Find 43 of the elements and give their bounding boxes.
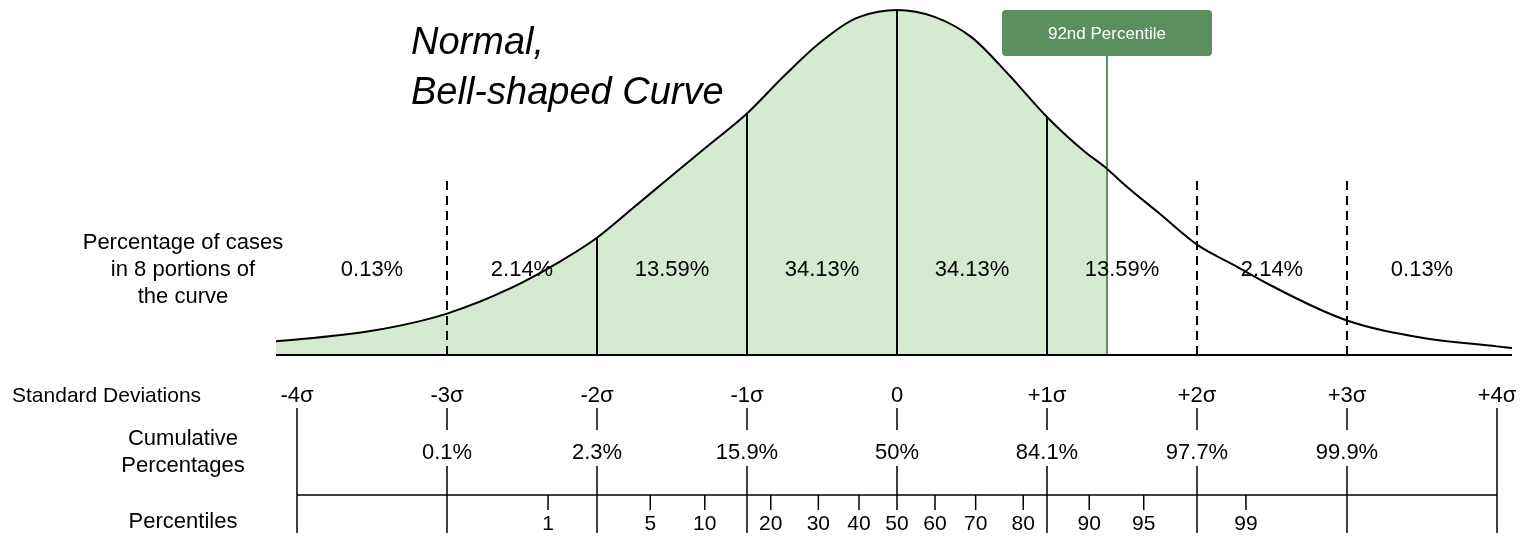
text: 60 (923, 510, 947, 534)
annotation: 0.13% (340, 255, 404, 281)
text: Percentiles (128, 507, 238, 533)
annotation: 34.13% (934, 255, 1010, 281)
x-tick-label: +3σ (1327, 381, 1367, 407)
x-tick-label: -3σ (430, 381, 464, 407)
annotation: 84.1% (1015, 438, 1079, 464)
text: 40 (847, 510, 871, 534)
x-tick-label: +4σ (1477, 381, 1517, 407)
x-tick-label: -2σ (580, 381, 614, 407)
annotation: 0.13% (1390, 255, 1454, 281)
annotation: 13.59% (634, 255, 710, 281)
x-tick-label: -4σ (280, 381, 314, 407)
text: 99 (1234, 510, 1258, 534)
text: 50 (885, 510, 909, 534)
annotation: 99.9% (1315, 438, 1379, 464)
text: 30 (806, 510, 831, 534)
x-tick-label: +2σ (1177, 381, 1217, 407)
annotation: 2.14% (1240, 255, 1304, 281)
text: 95 (1132, 510, 1156, 534)
text: 5 (644, 510, 657, 534)
annotation: 97.7% (1165, 438, 1229, 464)
x-tick-label: -1σ (730, 381, 764, 407)
annotation: 15.9% (715, 438, 779, 464)
text: 90 (1077, 510, 1101, 534)
text: 20 (759, 510, 783, 534)
x-tick-label: +1σ (1027, 381, 1067, 407)
annotation: 2.3% (571, 438, 623, 464)
annotation: Percentage of cases in 8 portions of the curve (82, 228, 284, 308)
annotation: 2.14% (490, 255, 554, 281)
text: 80 (1011, 510, 1035, 534)
annotation: 50% (874, 438, 920, 464)
label-tag: 92nd Percentile (1002, 10, 1212, 56)
ref-line-label: 92nd Percentile (1047, 24, 1167, 43)
text: Normal, Bell-shaped Curve (411, 20, 724, 112)
annotation: 0.1% (421, 438, 473, 464)
text: Cumulative Percentages (121, 425, 245, 478)
annotation: 34.13% (784, 255, 860, 281)
x-axis-title: Standard Deviations (12, 382, 202, 406)
text: 70 (963, 510, 988, 534)
text: 1 (542, 510, 554, 534)
text: 10 (693, 510, 717, 534)
x-tick-label: 0 (890, 381, 904, 407)
